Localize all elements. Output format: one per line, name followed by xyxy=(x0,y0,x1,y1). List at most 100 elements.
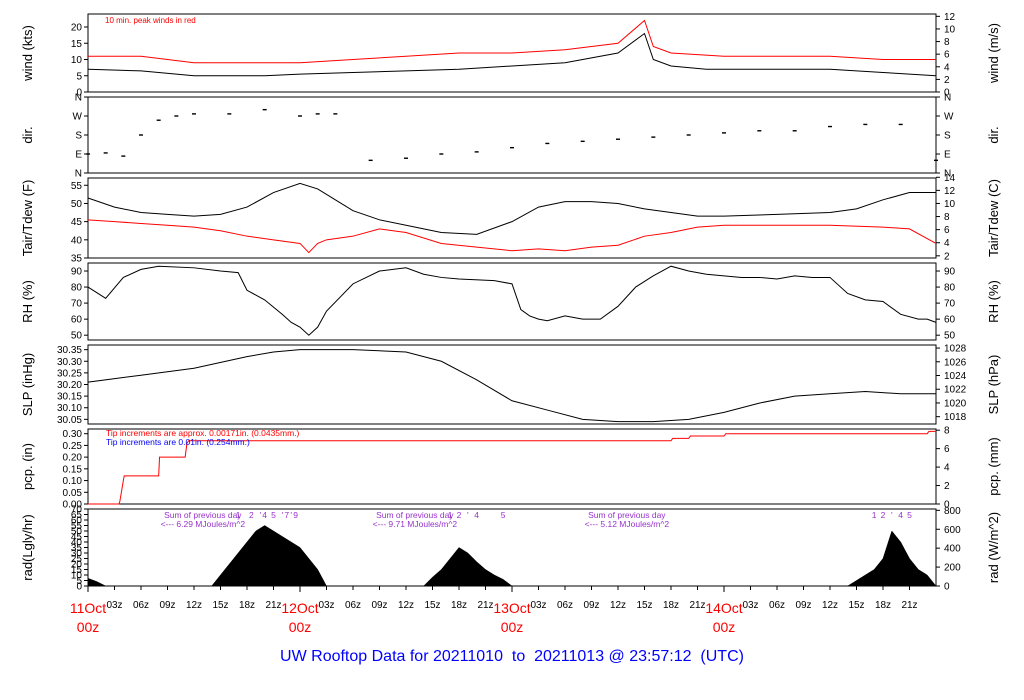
dir-point xyxy=(439,153,444,155)
dir-point xyxy=(315,113,320,115)
rad-left-tick-label: 10 xyxy=(71,571,83,582)
x-tick-label: 18z xyxy=(239,600,255,611)
dir-right-tick-label: E xyxy=(944,150,951,161)
x-tick-label: 18z xyxy=(451,600,467,611)
wind-left-tick-label: 0 xyxy=(76,88,82,99)
wind-frame xyxy=(87,13,937,93)
rad-hour-mark: 5 xyxy=(271,510,276,520)
x-tick-label: 12z xyxy=(398,600,414,611)
rad-left-tick-label: 70 xyxy=(71,505,83,516)
dir-point xyxy=(192,113,196,115)
wind-series-line xyxy=(88,19,936,64)
dir-point xyxy=(298,115,302,117)
dir-point xyxy=(545,142,550,145)
pcp-left-tick-label: 0.20 xyxy=(63,453,83,464)
rad-hour-mark: 5 xyxy=(907,510,912,520)
rad-hour-mark: 9 xyxy=(293,510,298,520)
x-tick-label: 15z xyxy=(424,600,440,611)
temp-right-tick-label: 6 xyxy=(944,225,950,236)
rh-ylabel-right: RH (%) xyxy=(986,280,1001,323)
x-day-date: 12Oct xyxy=(281,600,318,616)
rad-left-tick-label: 45 xyxy=(71,532,83,543)
dir-left-tick-label: E xyxy=(75,150,82,161)
temp-right-tick-label: 8 xyxy=(944,212,950,223)
x-tick-label: 12z xyxy=(610,600,626,611)
slp-right-tick-label: 1024 xyxy=(944,371,967,382)
rad-left-tick-label: 15 xyxy=(71,565,83,576)
dir-ylabel-left: dir. xyxy=(20,126,35,143)
rad-hour-mark: 1 xyxy=(448,510,453,520)
temp-left-tick-label: 40 xyxy=(71,235,83,246)
x-day-time: 00z xyxy=(77,619,100,635)
dir-point xyxy=(404,157,408,159)
temp-right-tick-label: 12 xyxy=(944,186,956,197)
temp-left-tick-label: 35 xyxy=(71,254,83,265)
x-day-date: 13Oct xyxy=(493,600,530,616)
rad-left-tick-label: 60 xyxy=(71,516,83,527)
pcp-right-tick-label: 6 xyxy=(944,444,950,455)
temp-ylabel-left: Tair/Tdew (F) xyxy=(20,180,35,257)
slp-ylabel-left: SLP (inHg) xyxy=(20,353,35,416)
rh-series-line xyxy=(87,265,937,336)
x-day-date: 14Oct xyxy=(705,600,742,616)
dir-point xyxy=(757,130,762,132)
dir-right-tick-label: N xyxy=(944,169,951,180)
dir-point xyxy=(227,113,232,115)
pcp-annotation-blue: Tip increments are 0.01in. (0.254mm.) xyxy=(106,437,250,447)
rh-right-tick-label: 80 xyxy=(944,283,956,294)
pcp-left-tick-label: 0.30 xyxy=(63,429,83,440)
pcp-frame xyxy=(87,428,937,505)
dir-frame xyxy=(87,96,937,174)
rad-area xyxy=(87,525,937,587)
rad-sum-annotation: Sum of previous day xyxy=(376,510,454,520)
pcp-left-tick-label: 0.05 xyxy=(63,488,83,499)
dir-point xyxy=(121,155,126,157)
dir-point xyxy=(863,123,868,126)
rad-left-tick-label: 55 xyxy=(71,521,83,532)
rad-hour-mark: ' xyxy=(259,510,261,520)
slp-right-tick-label: 1018 xyxy=(944,412,967,423)
pcp-left-tick-label: 0.25 xyxy=(63,441,83,452)
pcp-right-tick-label: 2 xyxy=(944,481,950,492)
slp-left-tick-label: 30.25 xyxy=(57,368,82,379)
pcp-right-tick-label: 8 xyxy=(944,426,950,437)
x-day-date: 11Oct xyxy=(70,600,106,616)
rad-left-tick-label: 35 xyxy=(71,543,83,554)
dir-point xyxy=(651,136,656,138)
temp-series-line xyxy=(87,219,937,254)
wind-ylabel-right: wind (m/s) xyxy=(986,23,1001,84)
rad-left-tick-label: 65 xyxy=(71,510,83,521)
rad-left-tick-label: 40 xyxy=(71,538,83,549)
dir-right-tick-label: S xyxy=(944,131,951,142)
rh-left-tick-label: 90 xyxy=(71,267,83,278)
x-tick-label: 03z xyxy=(742,600,758,611)
rad-sum-annotation: <--- 5.12 MJoules/m^2 xyxy=(585,519,670,529)
x-tick-label: 03z xyxy=(318,600,334,611)
slp-left-tick-label: 30.05 xyxy=(57,415,82,426)
wind-right-tick-label: 10 xyxy=(944,24,956,35)
wind-right-tick-label: 12 xyxy=(944,12,956,23)
pcp-left-tick-label: 0.15 xyxy=(63,464,83,475)
dir-right-tick-label: W xyxy=(944,112,954,123)
dir-point xyxy=(262,108,267,111)
dir-point xyxy=(139,134,143,136)
x-tick-label: 06z xyxy=(345,600,361,611)
rad-hour-mark: 1 xyxy=(872,510,877,520)
wind-left-tick-label: 20 xyxy=(71,23,83,34)
rad-right-tick-label: 200 xyxy=(944,563,961,574)
wind-ylabel-left: wind (kts) xyxy=(20,25,35,82)
x-tick-label: 18z xyxy=(875,600,891,611)
temp-left-tick-label: 45 xyxy=(71,217,83,228)
wind-right-tick-label: 2 xyxy=(944,75,950,86)
wind-left-tick-label: 10 xyxy=(71,55,83,66)
rad-left-tick-label: 30 xyxy=(71,549,83,560)
rh-left-tick-label: 50 xyxy=(71,331,83,342)
pcp-annotation-red: Tip increments are approx. 0.00171in. (0… xyxy=(106,428,300,438)
wind-right-tick-label: 0 xyxy=(944,88,950,99)
pcp-ylabel-right: pcp. (mm) xyxy=(986,437,1001,496)
footer-title: UW Rooftop Data for 20211010 to 20211013… xyxy=(280,648,744,665)
slp-left-tick-label: 30.15 xyxy=(57,392,82,403)
rh-frame xyxy=(87,262,937,341)
dir-point xyxy=(934,159,938,162)
